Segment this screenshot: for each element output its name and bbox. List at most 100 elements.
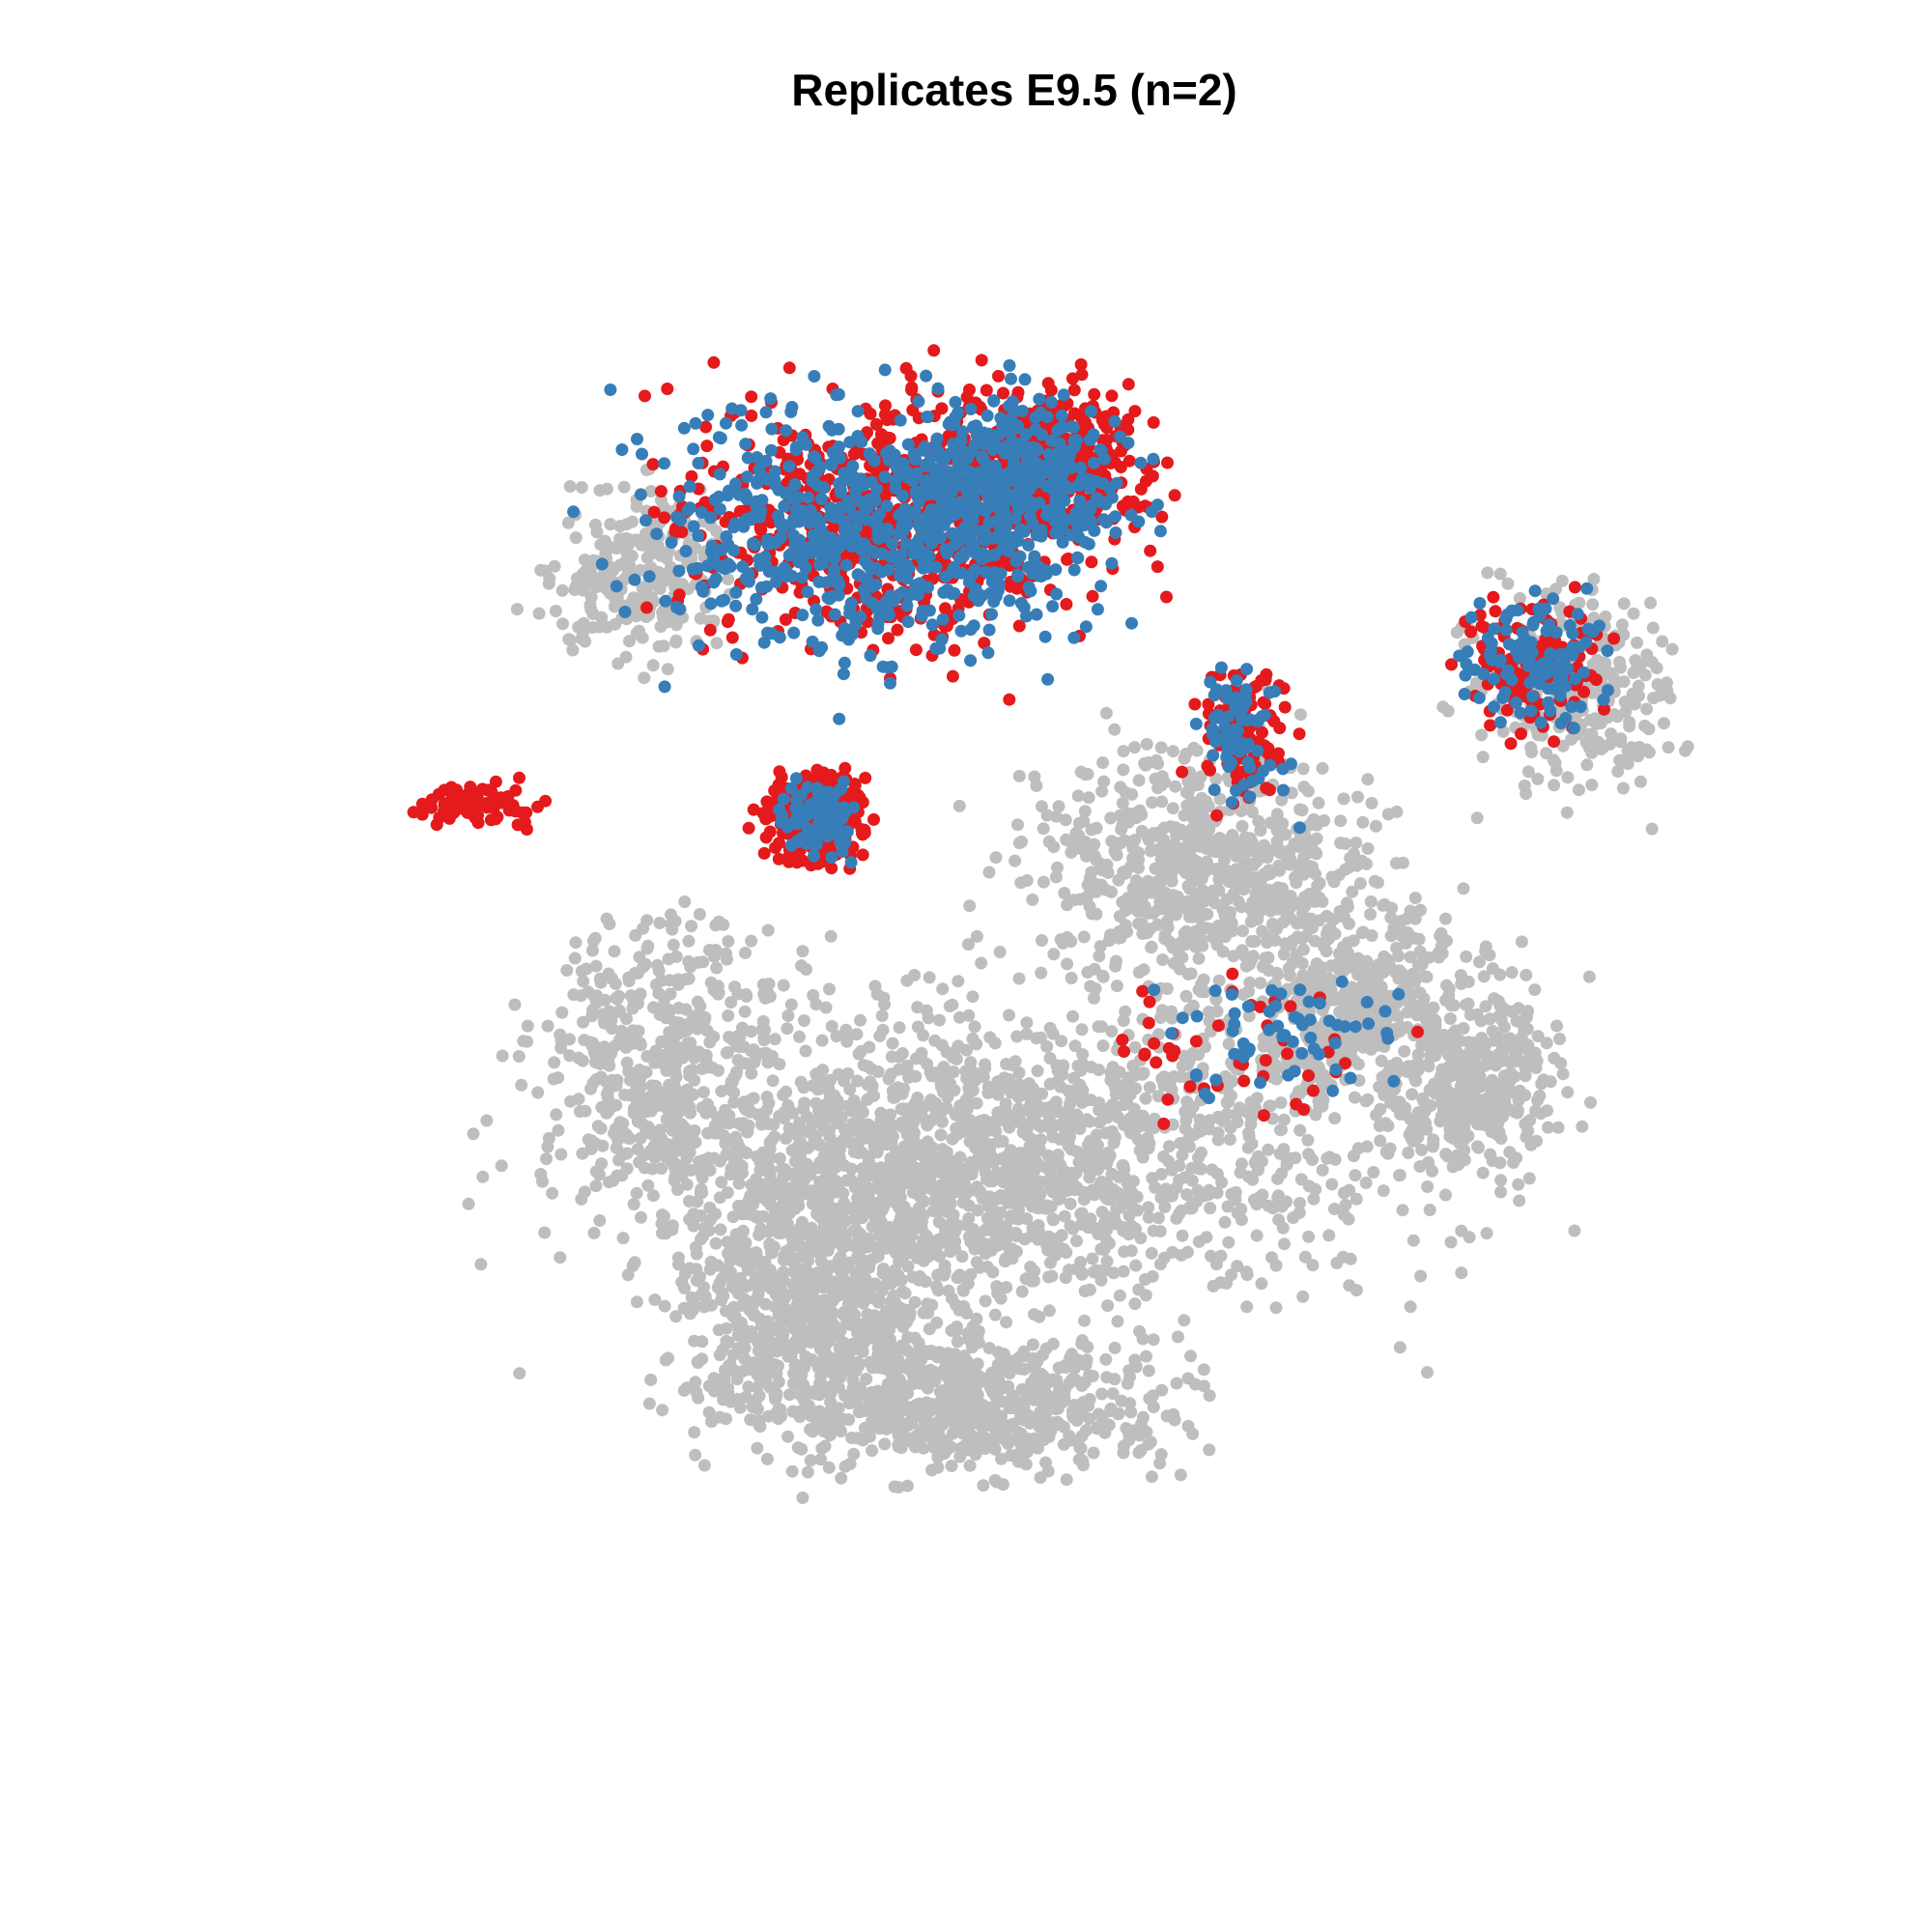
background-point <box>1519 1069 1532 1083</box>
background-point <box>1061 957 1074 971</box>
background-point <box>860 1373 873 1385</box>
background-point <box>864 1323 877 1337</box>
background-point <box>1220 893 1234 906</box>
background-point <box>952 1303 966 1317</box>
background-point <box>763 1239 777 1253</box>
background-point <box>852 1147 866 1160</box>
background-point <box>820 1083 834 1095</box>
background-point <box>1501 1102 1515 1116</box>
chart-title: Replicates E9.5 (n=2) <box>791 65 1237 115</box>
background-point <box>1322 1229 1336 1242</box>
background-point <box>1470 1114 1484 1127</box>
background-point <box>952 1010 966 1024</box>
background-point <box>977 1416 990 1430</box>
background-point <box>1100 858 1114 871</box>
background-point <box>1254 977 1267 990</box>
background-point <box>1055 1229 1068 1242</box>
background-point <box>1316 970 1329 983</box>
background-point <box>1474 1014 1488 1028</box>
background-point <box>1020 1028 1034 1040</box>
background-point <box>1084 1134 1097 1148</box>
background-point <box>1158 776 1172 789</box>
background-point <box>732 1342 746 1355</box>
background-point <box>1374 1134 1387 1148</box>
background-point <box>722 1247 735 1260</box>
background-point <box>1269 1301 1283 1315</box>
background-point <box>1350 1284 1363 1297</box>
background-point <box>1291 917 1304 930</box>
background-point <box>979 1247 992 1261</box>
background-point <box>1203 1006 1215 1018</box>
background-point <box>547 1072 560 1086</box>
background-point <box>1084 1094 1097 1107</box>
background-point <box>627 1198 640 1211</box>
background-point <box>724 996 738 1009</box>
background-point <box>550 1108 563 1122</box>
background-point <box>895 1242 908 1256</box>
background-point <box>1361 841 1375 855</box>
background-point <box>877 1191 891 1204</box>
background-point <box>1114 781 1127 794</box>
background-point <box>1337 792 1350 806</box>
background-point <box>554 1251 567 1264</box>
background-point <box>793 1030 806 1043</box>
background-point <box>964 1056 978 1069</box>
background-point <box>851 1100 865 1113</box>
background-point <box>1096 1039 1110 1052</box>
background-point <box>851 1192 865 1205</box>
background-point <box>1055 1035 1068 1048</box>
background-point <box>797 1014 810 1027</box>
background-point <box>1204 1202 1217 1215</box>
background-point <box>587 989 601 1003</box>
background-point <box>1198 895 1211 908</box>
background-point <box>813 1139 827 1152</box>
background-point <box>1013 1350 1027 1364</box>
background-point <box>1049 1249 1062 1262</box>
background-point <box>1169 780 1182 793</box>
background-point <box>1069 1374 1083 1387</box>
background-point <box>1037 822 1050 836</box>
background-point <box>1302 1148 1316 1161</box>
background-point <box>756 1014 770 1028</box>
background-point <box>1139 1092 1152 1105</box>
background-point <box>612 1006 626 1018</box>
background-point <box>1263 864 1276 877</box>
background-point <box>963 899 977 913</box>
background-point <box>790 1252 804 1265</box>
background-point <box>931 1451 945 1463</box>
background-point <box>866 1079 879 1093</box>
background-point <box>1135 1417 1148 1431</box>
background-point <box>852 1047 866 1061</box>
background-point <box>1350 1192 1363 1206</box>
background-point <box>836 1201 849 1214</box>
background-point <box>850 1343 864 1356</box>
background-point <box>847 1447 861 1461</box>
background-point <box>1480 1227 1493 1240</box>
background-point <box>1147 827 1160 840</box>
background-point <box>1509 1046 1522 1060</box>
background-point <box>1146 1389 1159 1403</box>
background-point <box>1351 952 1365 965</box>
background-point <box>765 1282 778 1295</box>
background-point <box>1349 1169 1362 1182</box>
background-point <box>1026 1182 1039 1196</box>
background-point <box>1283 852 1296 866</box>
background-point <box>1446 1160 1460 1174</box>
background-point <box>1128 807 1142 820</box>
background-point <box>1295 932 1309 946</box>
background-point <box>1070 1235 1083 1248</box>
background-point <box>1141 874 1154 888</box>
background-point <box>1424 1099 1437 1112</box>
background-point <box>1081 1340 1094 1353</box>
background-point <box>1004 1151 1017 1164</box>
background-point <box>1421 1366 1434 1379</box>
background-point <box>956 1283 970 1296</box>
background-point <box>1494 1185 1508 1199</box>
background-point <box>882 1230 895 1243</box>
background-point <box>692 955 705 969</box>
background-point <box>1377 898 1390 912</box>
background-point <box>1092 1020 1105 1034</box>
background-point <box>795 1368 809 1381</box>
background-point <box>963 1459 977 1472</box>
background-point <box>1096 970 1110 983</box>
